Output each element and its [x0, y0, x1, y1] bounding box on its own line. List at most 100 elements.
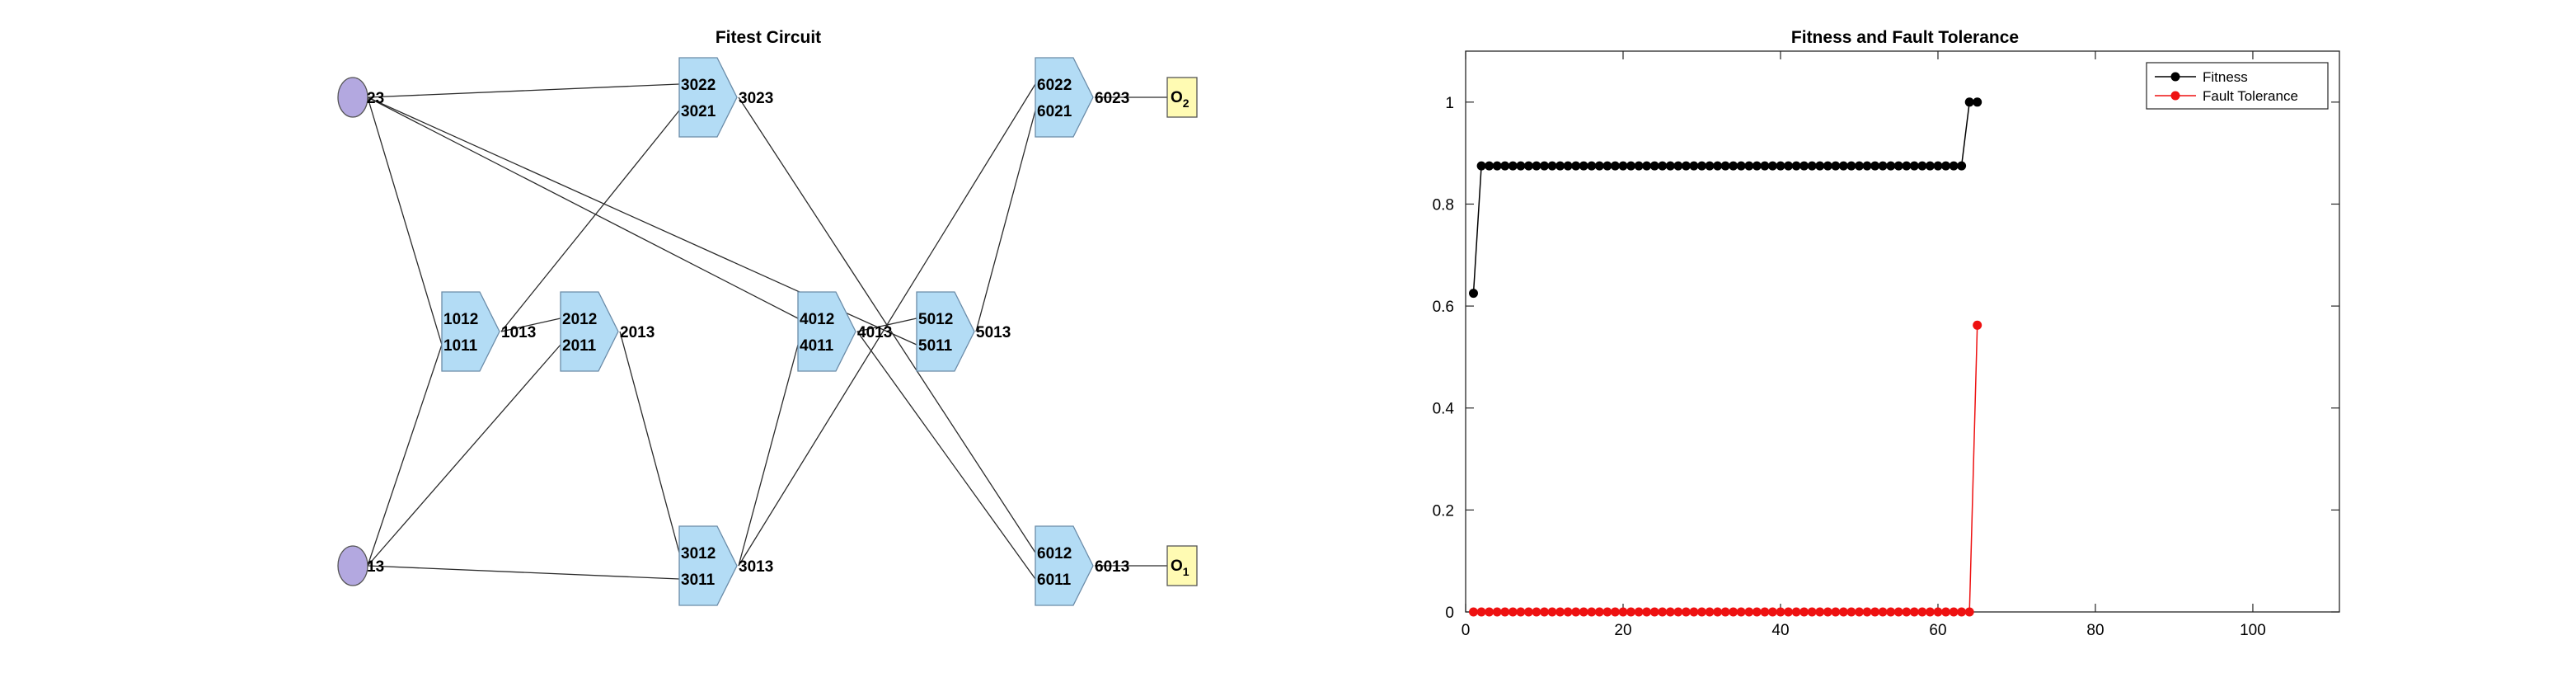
- x-tick-label: 100: [2240, 622, 2266, 639]
- data-point: [1941, 607, 1950, 617]
- data-point: [1791, 607, 1801, 617]
- circuit-wire: [367, 96, 799, 319]
- legend-box: [2146, 62, 2329, 110]
- data-point: [1925, 607, 1935, 617]
- chart-legend[interactable]: Fitness Fault Tolerance: [2146, 62, 2329, 110]
- data-point: [1807, 607, 1817, 617]
- data-point: [1831, 607, 1841, 617]
- fitness-chart: Fitness and Fault Tolerance 0 20 40 60 80 100…: [1433, 28, 2340, 639]
- gate-input-label: 6012: [1037, 545, 1072, 562]
- gate-output-label: 4013: [857, 324, 892, 341]
- data-point: [1540, 607, 1549, 617]
- circuit-wire: [856, 331, 1036, 580]
- gate-input-label: 1012: [443, 311, 478, 328]
- data-point: [1784, 161, 1793, 171]
- circuit-nodes: 23 13 1012 1011 1013 2012 2011 2013 3022 3021 3023…: [337, 57, 1198, 606]
- data-point: [1949, 161, 1959, 171]
- data-point: [1933, 607, 1943, 617]
- input-node-13: [337, 545, 368, 586]
- data-point: [1689, 161, 1699, 171]
- data-point: [1784, 607, 1793, 617]
- data-point: [1540, 161, 1549, 171]
- data-point: [1917, 161, 1927, 171]
- data-point: [1862, 161, 1872, 171]
- legend-label: Fault Tolerance: [2203, 88, 2298, 104]
- data-point: [1523, 607, 1533, 617]
- output-subscript: 1: [1183, 565, 1189, 578]
- gate-input-label: 6022: [1037, 77, 1072, 94]
- data-point: [1902, 607, 1912, 617]
- output-label: O2: [1171, 89, 1189, 110]
- data-point: [1485, 161, 1494, 171]
- data-point: [1838, 161, 1848, 171]
- data-point: [1555, 161, 1565, 171]
- data-point: [1902, 161, 1912, 171]
- circuit-wire: [856, 318, 917, 332]
- data-point: [1846, 607, 1856, 617]
- circuit-wire: [738, 344, 799, 567]
- legend-item[interactable]: Fitness: [2155, 69, 2248, 85]
- data-point: [1823, 607, 1832, 617]
- gate-input-label: 3012: [681, 545, 716, 562]
- gate-output-label: 6013: [1095, 558, 1129, 576]
- data-point: [1658, 607, 1668, 617]
- data-point: [1949, 607, 1959, 617]
- data-point: [1508, 607, 1518, 617]
- data-point: [1791, 161, 1801, 171]
- data-point: [1665, 607, 1675, 617]
- data-point: [1508, 161, 1518, 171]
- data-point: [1973, 97, 1982, 107]
- data-point: [1649, 607, 1659, 617]
- x-tick-label: 20: [1614, 622, 1631, 639]
- gate-output-label: 6023: [1095, 90, 1129, 107]
- data-point: [1547, 607, 1557, 617]
- data-point: [1767, 161, 1777, 171]
- data-point: [1957, 161, 1967, 171]
- data-point: [1720, 607, 1730, 617]
- circuit-wire: [619, 331, 680, 553]
- data-point: [1579, 161, 1588, 171]
- data-point: [1893, 607, 1903, 617]
- data-point: [1492, 607, 1502, 617]
- data-point: [1610, 607, 1620, 617]
- circuit-wire: [975, 110, 1036, 332]
- gate-output-label: 2013: [620, 324, 655, 341]
- data-point: [1547, 161, 1557, 171]
- gate-input-label: 3011: [681, 572, 716, 589]
- chart-title: Fitness and Fault Tolerance: [1791, 28, 2019, 47]
- gate-output-label: 5013: [976, 324, 1011, 341]
- data-point: [1571, 161, 1581, 171]
- circuit-wire: [367, 344, 443, 567]
- x-tick-label: 60: [1929, 622, 1946, 639]
- data-point: [1563, 161, 1573, 171]
- data-point: [1752, 161, 1762, 171]
- data-point: [1713, 161, 1723, 171]
- output-label: O1: [1171, 558, 1189, 578]
- data-point: [1815, 161, 1825, 171]
- legend-item[interactable]: Fault Tolerance: [2155, 88, 2298, 104]
- data-point: [1532, 607, 1541, 617]
- gate-6023: [1035, 57, 1094, 138]
- gate-input-label: 5012: [918, 311, 953, 328]
- data-point: [1855, 607, 1864, 617]
- gate-6013: [1035, 525, 1094, 606]
- output-letter: O: [1171, 558, 1183, 575]
- data-point: [1587, 607, 1597, 617]
- gate-input-label: 1011: [443, 337, 478, 355]
- gate-input-label: 6011: [1037, 572, 1072, 589]
- circuit-title: Fitest Circuit: [716, 28, 821, 47]
- circuit-wire: [367, 96, 443, 346]
- legend-marker: [2170, 91, 2180, 101]
- output-node-o2: [1166, 77, 1198, 118]
- data-point: [1776, 161, 1785, 171]
- y-tick-label: 0.4: [1433, 401, 1455, 418]
- data-point: [1917, 607, 1927, 617]
- data-point: [1673, 607, 1683, 617]
- gate-2013: [560, 291, 619, 372]
- gate-output-label: 3023: [739, 90, 773, 107]
- data-point: [1862, 607, 1872, 617]
- data-point: [1760, 161, 1770, 171]
- data-point: [1626, 161, 1635, 171]
- data-point: [1878, 607, 1888, 617]
- fitest-circuit-diagram: Fitest Circuit 2313101210111013201220112…: [337, 28, 1198, 606]
